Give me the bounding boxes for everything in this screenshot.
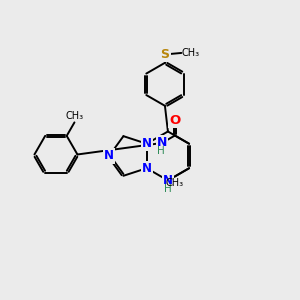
Text: H: H bbox=[157, 146, 165, 156]
Text: CH₃: CH₃ bbox=[65, 111, 83, 121]
Text: N: N bbox=[142, 162, 152, 175]
Text: N: N bbox=[142, 137, 152, 150]
Text: CH₃: CH₃ bbox=[166, 178, 184, 188]
Text: S: S bbox=[160, 48, 169, 61]
Text: N: N bbox=[163, 174, 173, 187]
Text: N: N bbox=[104, 149, 114, 163]
Text: H: H bbox=[164, 184, 172, 194]
Text: O: O bbox=[169, 114, 181, 127]
Text: N: N bbox=[157, 136, 167, 149]
Text: CH₃: CH₃ bbox=[182, 48, 200, 58]
